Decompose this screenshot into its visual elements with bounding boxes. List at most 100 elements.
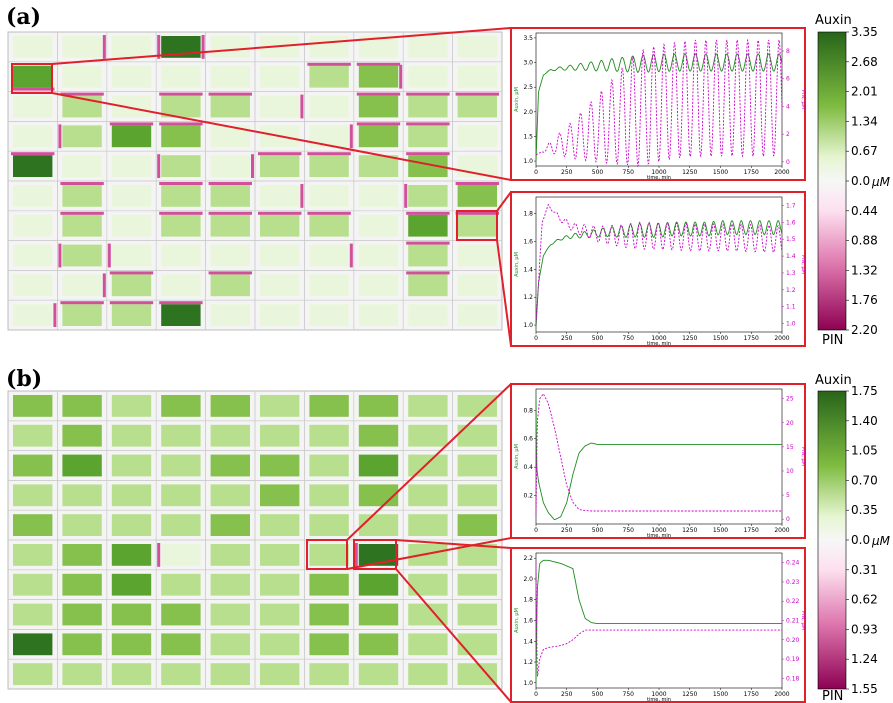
y-tick-label-right: 1.5 bbox=[786, 236, 796, 243]
colorbar-tick-label: 0.88 bbox=[851, 234, 878, 248]
y-tick-label-right: 1.4 bbox=[786, 253, 796, 260]
cell bbox=[161, 95, 201, 118]
cell bbox=[408, 244, 448, 267]
cell bbox=[260, 663, 300, 685]
colorbar-top-label: Auxin bbox=[815, 373, 852, 388]
cell bbox=[408, 395, 448, 417]
colorbar-tick-label: 1.40 bbox=[851, 414, 878, 428]
pin-marker bbox=[60, 211, 104, 215]
cell bbox=[358, 424, 399, 447]
cell bbox=[111, 125, 152, 148]
x-tick-label: 1000 bbox=[651, 691, 666, 698]
connector-line bbox=[346, 537, 512, 570]
cell bbox=[408, 544, 448, 566]
pin-marker bbox=[406, 122, 450, 126]
pin-marker bbox=[356, 92, 401, 96]
cell bbox=[309, 454, 349, 477]
x-tick-label: 2000 bbox=[774, 527, 789, 534]
pin-marker bbox=[258, 152, 302, 156]
y-tick-label-left: 1.4 bbox=[523, 266, 533, 273]
cell-wall bbox=[452, 299, 503, 331]
cell bbox=[260, 395, 300, 417]
cell bbox=[457, 244, 497, 267]
cell bbox=[309, 185, 349, 207]
cell bbox=[210, 274, 250, 297]
connector-line bbox=[395, 539, 512, 549]
x-tick-label: 1000 bbox=[651, 335, 666, 342]
cell bbox=[62, 185, 102, 207]
pin-series-line bbox=[535, 392, 782, 515]
colorbar-bar bbox=[817, 390, 847, 690]
y-tick-label-left: 1.0 bbox=[523, 680, 533, 687]
y-tick-label-right: 6 bbox=[786, 76, 790, 83]
panel-letter-b: (b) bbox=[6, 366, 42, 392]
colorbar-b: Auxin 1.75 1.40 1.05 0.70 0.35 0.0 0.31 0.62 0.9… bbox=[815, 373, 891, 703]
cell bbox=[210, 214, 250, 237]
pin-series-line bbox=[535, 562, 782, 677]
y-axis-label-right: PIN, μM bbox=[800, 447, 806, 466]
y-tick-label-right: 1.7 bbox=[786, 202, 796, 209]
cell bbox=[62, 633, 102, 656]
colorbar-tick-label: 1.76 bbox=[851, 293, 878, 307]
y-tick-label-right: 4 bbox=[786, 103, 790, 110]
colorbar-tick-label: 2.20 bbox=[851, 323, 878, 337]
cell bbox=[309, 214, 349, 237]
cell bbox=[260, 544, 300, 566]
cell bbox=[62, 454, 102, 477]
cell bbox=[408, 454, 448, 477]
colorbar-tick-label: 1.34 bbox=[851, 114, 878, 128]
cell bbox=[210, 125, 250, 148]
cell bbox=[161, 155, 201, 177]
cell bbox=[62, 544, 102, 566]
pin-marker bbox=[107, 243, 111, 268]
cell bbox=[457, 484, 497, 507]
y-tick-label-right: 0.23 bbox=[786, 579, 800, 586]
y-tick-label-left: 1.8 bbox=[523, 597, 533, 604]
cell bbox=[358, 125, 399, 148]
cell bbox=[13, 95, 53, 118]
pin-marker bbox=[300, 94, 304, 119]
cell bbox=[13, 125, 53, 148]
cell bbox=[309, 65, 349, 88]
pin-marker bbox=[307, 62, 351, 66]
auxin-series-line bbox=[535, 53, 783, 162]
cell bbox=[210, 95, 250, 118]
colorbar-tick-label: 2.01 bbox=[851, 85, 878, 99]
cell bbox=[358, 395, 399, 417]
cell bbox=[210, 185, 250, 207]
cell bbox=[13, 185, 53, 207]
cell bbox=[260, 454, 300, 477]
x-tick-label: 250 bbox=[561, 527, 573, 534]
y-axis-label-right: PIN, μM bbox=[800, 255, 806, 274]
cell bbox=[457, 603, 497, 626]
cell bbox=[260, 424, 300, 447]
connector-line bbox=[496, 191, 512, 212]
cell bbox=[309, 424, 349, 447]
x-tick-label: 1750 bbox=[744, 691, 759, 698]
cell bbox=[309, 125, 349, 148]
y-tick-label-left: 2.2 bbox=[523, 555, 533, 562]
cell bbox=[260, 484, 300, 507]
highlight-cell-b-right bbox=[353, 539, 397, 570]
cell bbox=[358, 633, 399, 656]
cell bbox=[13, 304, 53, 326]
y-tick-label-left: 3.5 bbox=[523, 35, 533, 42]
y-tick-label-left: 1.4 bbox=[523, 638, 533, 645]
cell bbox=[358, 304, 399, 326]
inset-frame bbox=[510, 383, 806, 539]
cell bbox=[309, 484, 349, 507]
cell bbox=[13, 544, 53, 566]
cell bbox=[111, 544, 152, 566]
y-tick-label-left: 2.5 bbox=[523, 84, 533, 91]
cell bbox=[13, 65, 53, 88]
y-tick-label-right: 15 bbox=[786, 444, 794, 451]
pin-marker bbox=[208, 211, 252, 215]
pin-marker bbox=[406, 271, 450, 275]
cell bbox=[62, 573, 102, 596]
cell bbox=[161, 454, 201, 477]
cell bbox=[457, 544, 497, 566]
x-tick-label: 1500 bbox=[713, 169, 728, 176]
cell bbox=[62, 514, 102, 536]
y-tick-label-right: 0.20 bbox=[786, 637, 800, 644]
